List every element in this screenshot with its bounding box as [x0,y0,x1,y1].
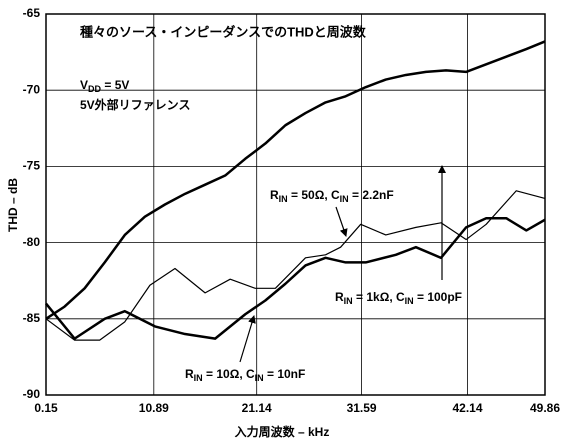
annotation-part: IN [405,296,414,306]
annotation: 5V外部リファレンス [80,97,190,112]
y-tick-label: -65 [23,6,41,20]
annotation-part: = 10Ω, C [203,367,255,381]
annotation: RIN = 1kΩ, CIN = 100pF [335,290,462,306]
annotation: RIN = 50Ω, CIN = 2.2nF [270,188,394,204]
x-tick-label: 31.59 [347,401,377,415]
y-axis-label: THD – dB [6,178,20,232]
x-tick-label: 42.14 [452,401,482,415]
y-tick-label: -90 [23,387,41,401]
annotation-part: = 50Ω, C [288,188,340,202]
annotation-part: DD [88,84,101,94]
annotation: VDD = 5V [80,78,129,94]
line-series [45,216,546,340]
y-tick-label: -75 [23,159,41,173]
annotation-part: IN [344,296,353,306]
x-tick-label: 10.89 [139,401,169,415]
annotation-part: = 2.2nF [349,188,394,202]
annotation-part: IN [279,194,288,204]
annotation-part: IN [340,194,349,204]
annotation-part: R [270,188,279,202]
y-tick-label: -80 [23,235,41,249]
line-series [45,40,546,320]
x-axis-label: 入力周波数 – kHz [235,424,330,439]
line-series [45,190,546,341]
annotation: RIN = 10Ω, CIN = 10nF [185,367,305,383]
annotation-part: IN [255,373,264,383]
annotation-part: 5V外部リファレンス [80,97,190,112]
y-tick-label: -70 [23,82,41,96]
x-tick-label: 0.15 [34,401,58,415]
annotation-part: R [185,367,194,381]
annotation-part: IN [194,373,203,383]
chart-title: 種々のソース・インピーダンスでのTHDと周波数 [80,24,367,39]
y-tick-label: -85 [23,311,41,325]
arrow [335,206,348,237]
annotation-part: = 1kΩ, C [353,290,405,304]
arrow [239,315,256,363]
annotation-part: V [80,78,88,92]
x-tick-label: 49.86 [530,401,560,415]
x-tick-label: 21.14 [242,401,272,415]
annotation-part: R [335,290,344,304]
annotation-part: = 100pF [414,290,462,304]
annotation-part: = 5V [101,78,129,92]
plot-frame [45,13,546,396]
annotation-part: = 10nF [264,367,306,381]
